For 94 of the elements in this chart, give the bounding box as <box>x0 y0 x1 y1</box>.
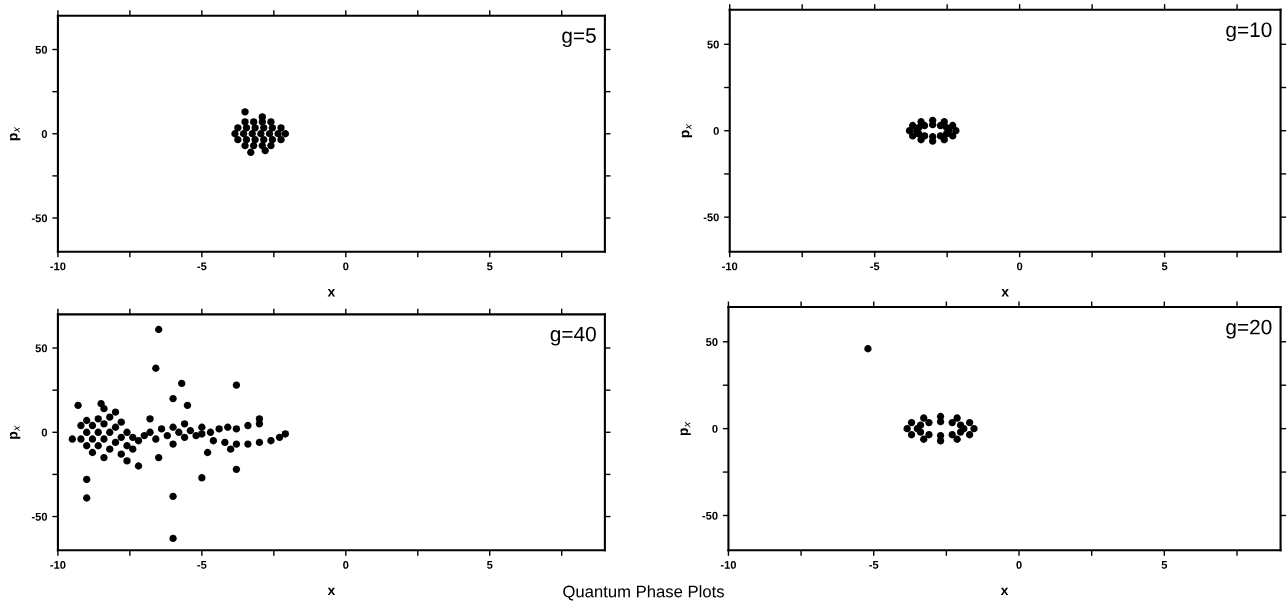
point <box>925 431 933 439</box>
y-tick-label: 50 <box>707 40 719 49</box>
text: Quantum Phase Plots <box>563 585 724 601</box>
point <box>956 428 965 436</box>
point <box>907 418 916 427</box>
point <box>267 118 275 126</box>
point <box>242 135 251 144</box>
x-tick-label: 5 <box>1161 262 1168 271</box>
point <box>953 435 961 443</box>
point <box>265 130 274 138</box>
x-tick-label: -5 <box>197 561 207 569</box>
x-tick-label: -5 <box>869 561 879 569</box>
y-tick-label: 0 <box>712 424 718 433</box>
point <box>903 424 911 433</box>
x-tick-label: 0 <box>1016 262 1023 271</box>
point <box>247 148 255 156</box>
y-tick-label: 50 <box>35 45 48 54</box>
y-tick-label: 0 <box>41 428 48 437</box>
point <box>953 414 961 422</box>
x-tick-label: -5 <box>197 262 207 271</box>
text: g=10 <box>1226 22 1272 42</box>
y-tick-label: -50 <box>702 511 718 520</box>
point <box>928 137 937 145</box>
text: g=5 <box>562 28 596 48</box>
x-tick-label: -10 <box>720 560 737 569</box>
y-axis-title: p$_{x}$ <box>9 425 21 439</box>
point <box>251 124 259 132</box>
point <box>234 124 242 132</box>
x-tick-label: 5 <box>486 561 493 569</box>
x-tick-label: -5 <box>870 262 880 271</box>
x-tick-label: 0 <box>1016 560 1022 569</box>
point <box>948 418 956 427</box>
y-tick-label: 50 <box>35 344 48 353</box>
point <box>241 141 249 150</box>
point <box>920 414 928 422</box>
y-tick-label: 0 <box>713 126 719 135</box>
point <box>917 136 925 144</box>
point <box>277 124 285 132</box>
point <box>908 121 917 130</box>
x-axis-title: x <box>1000 587 1009 595</box>
point <box>908 132 917 140</box>
y-axis-title: p$_{x}$ <box>681 123 693 138</box>
point <box>267 141 275 150</box>
point <box>949 132 957 140</box>
x-tick-label: -10 <box>722 262 738 271</box>
point <box>970 424 978 433</box>
x-tick-label: -10 <box>50 262 66 271</box>
point <box>916 428 925 436</box>
x-tick-label: 5 <box>1161 561 1168 569</box>
y-tick-label: -50 <box>703 213 719 222</box>
y-axis-title: p$_{x}$ <box>9 126 21 141</box>
point <box>250 118 258 126</box>
x-axis-title: x <box>327 587 336 595</box>
point <box>925 418 933 427</box>
text: g=20 <box>1226 319 1272 339</box>
y-tick-label: 0 <box>41 130 48 138</box>
point <box>234 135 242 144</box>
point <box>277 135 285 144</box>
point <box>261 146 269 155</box>
point <box>239 130 248 138</box>
y-axis-title: p$_{x}$ <box>680 421 691 436</box>
point <box>965 431 974 439</box>
point <box>281 130 290 138</box>
point <box>956 421 965 429</box>
point <box>907 431 916 439</box>
x-tick-label: 5 <box>486 262 493 271</box>
text: g=40 <box>550 326 596 346</box>
point <box>940 118 948 126</box>
x-tick-label: -10 <box>50 560 66 569</box>
y-tick-label: -50 <box>31 512 48 521</box>
point <box>251 135 259 144</box>
point <box>949 121 957 130</box>
point <box>250 141 258 150</box>
point <box>248 130 256 138</box>
x-axis-title: x <box>1001 289 1009 297</box>
y-tick-label: -50 <box>31 214 48 223</box>
point <box>241 118 249 126</box>
point <box>948 431 956 439</box>
point <box>920 435 928 443</box>
point <box>864 345 872 353</box>
point <box>936 437 945 445</box>
x-tick-label: 0 <box>343 560 349 569</box>
point <box>940 136 948 144</box>
point <box>260 135 268 144</box>
x-axis-title: x <box>327 289 336 297</box>
x-tick-label: 0 <box>343 262 349 271</box>
point <box>241 108 249 116</box>
point <box>258 113 266 121</box>
point <box>257 130 265 138</box>
point <box>231 130 239 138</box>
point <box>917 118 925 126</box>
point <box>268 135 277 144</box>
point <box>965 418 974 427</box>
y-tick-label: 50 <box>706 338 718 346</box>
